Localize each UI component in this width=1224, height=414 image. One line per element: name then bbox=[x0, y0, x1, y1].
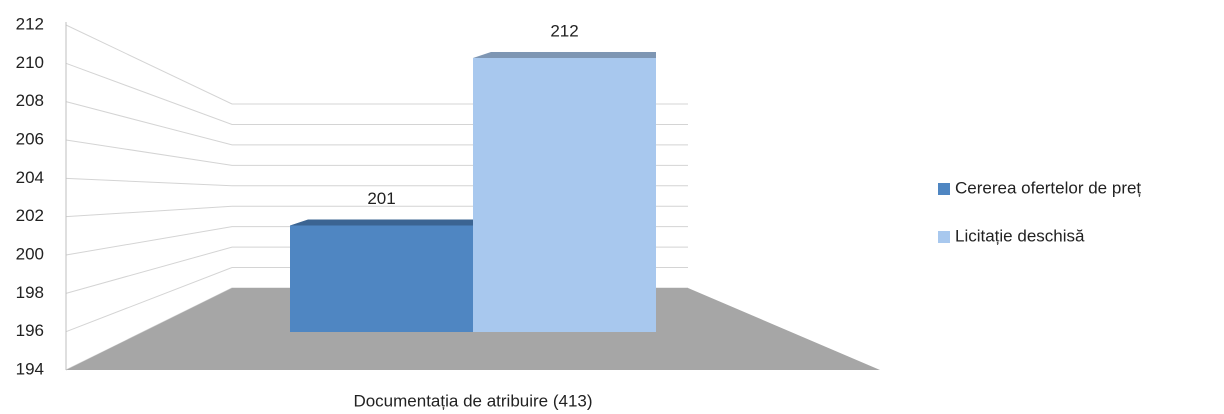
bar bbox=[473, 58, 656, 332]
y-tick-label: 208 bbox=[16, 91, 44, 110]
y-tick-label: 204 bbox=[16, 168, 44, 187]
x-tick-label: Documentația de atribuire (413) bbox=[353, 391, 592, 410]
y-tick-label: 202 bbox=[16, 206, 44, 225]
bar bbox=[290, 225, 473, 332]
bar-top bbox=[290, 219, 473, 226]
legend-swatch bbox=[938, 231, 950, 243]
y-tick-label: 194 bbox=[16, 359, 44, 378]
y-tick-label: 200 bbox=[16, 244, 44, 263]
y-tick-label: 212 bbox=[16, 14, 44, 33]
y-tick-label: 206 bbox=[16, 129, 44, 148]
y-tick-label: 198 bbox=[16, 283, 44, 302]
bar-top bbox=[473, 52, 656, 58]
y-tick-label: 210 bbox=[16, 53, 44, 72]
legend-label: Licitație deschisă bbox=[955, 226, 1085, 245]
data-label: 212 bbox=[550, 21, 578, 40]
legend-label: Cererea ofertelor de preț bbox=[955, 178, 1141, 197]
data-label: 201 bbox=[367, 189, 395, 208]
legend-swatch bbox=[938, 183, 950, 195]
y-tick-label: 196 bbox=[16, 321, 44, 340]
